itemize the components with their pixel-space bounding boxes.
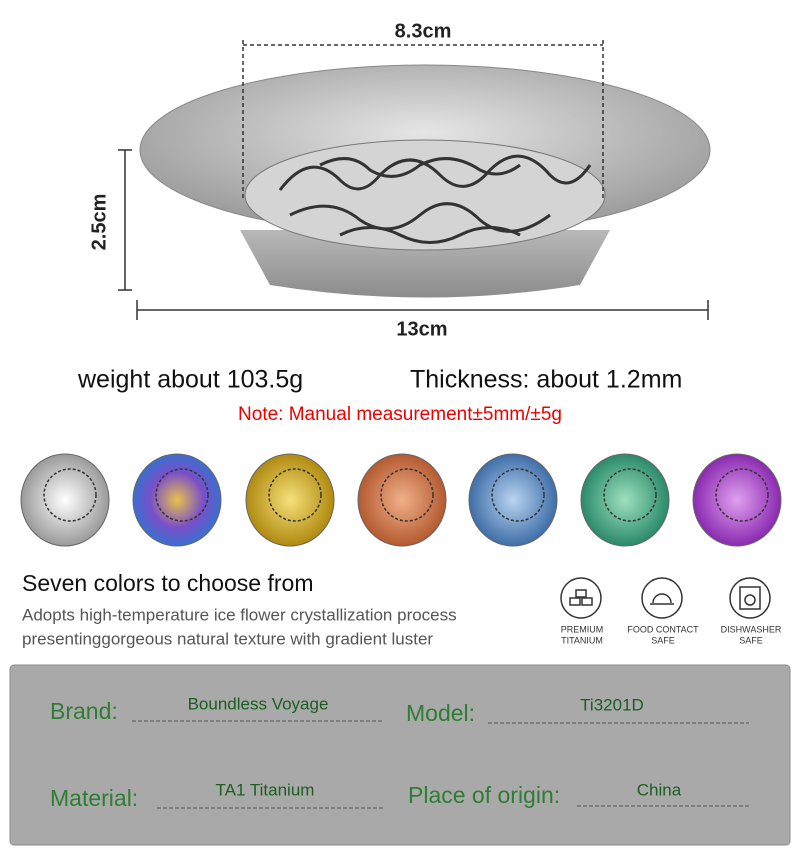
info-box	[9, 664, 791, 846]
field-label: Model:	[406, 700, 475, 726]
thickness: Thickness: about 1.2mm	[410, 366, 682, 394]
dimension-lines	[118, 40, 709, 320]
badge-label: SAFE	[739, 635, 763, 645]
field-label: Brand:	[50, 698, 118, 724]
colors-title: Seven colors to choose from	[22, 570, 313, 596]
top-width: 8.3cm	[395, 20, 452, 42]
field-value: TA1 Titanium	[216, 780, 315, 799]
field-value: China	[637, 780, 682, 799]
field-value: Ti3201D	[580, 695, 644, 714]
field-value: Boundless Voyage	[188, 694, 329, 713]
field-label: Place of origin:	[408, 782, 560, 808]
badge-label: FOOD CONTACT	[627, 624, 699, 634]
color-swatches	[20, 453, 782, 547]
weight: weight about 103.5g	[77, 366, 303, 394]
colors-description: Adopts high-temperature ice flower cryst…	[22, 605, 457, 624]
badge-label: DISHWASHER	[721, 624, 782, 634]
badge-icons	[560, 577, 771, 619]
height: 2.5cm	[88, 194, 110, 251]
badge-label: TITANIUM	[561, 635, 603, 645]
field-label: Material:	[50, 785, 138, 811]
swatch-centers	[43, 468, 769, 522]
colors-description: presentinggorgeous natural texture with …	[22, 629, 433, 648]
note: Note: Manual measurement±5mm/±5g	[238, 404, 562, 425]
badge-label: SAFE	[651, 635, 675, 645]
badge-label: PREMIUM	[561, 624, 604, 634]
dish	[139, 64, 711, 298]
width: 13cm	[396, 318, 447, 340]
